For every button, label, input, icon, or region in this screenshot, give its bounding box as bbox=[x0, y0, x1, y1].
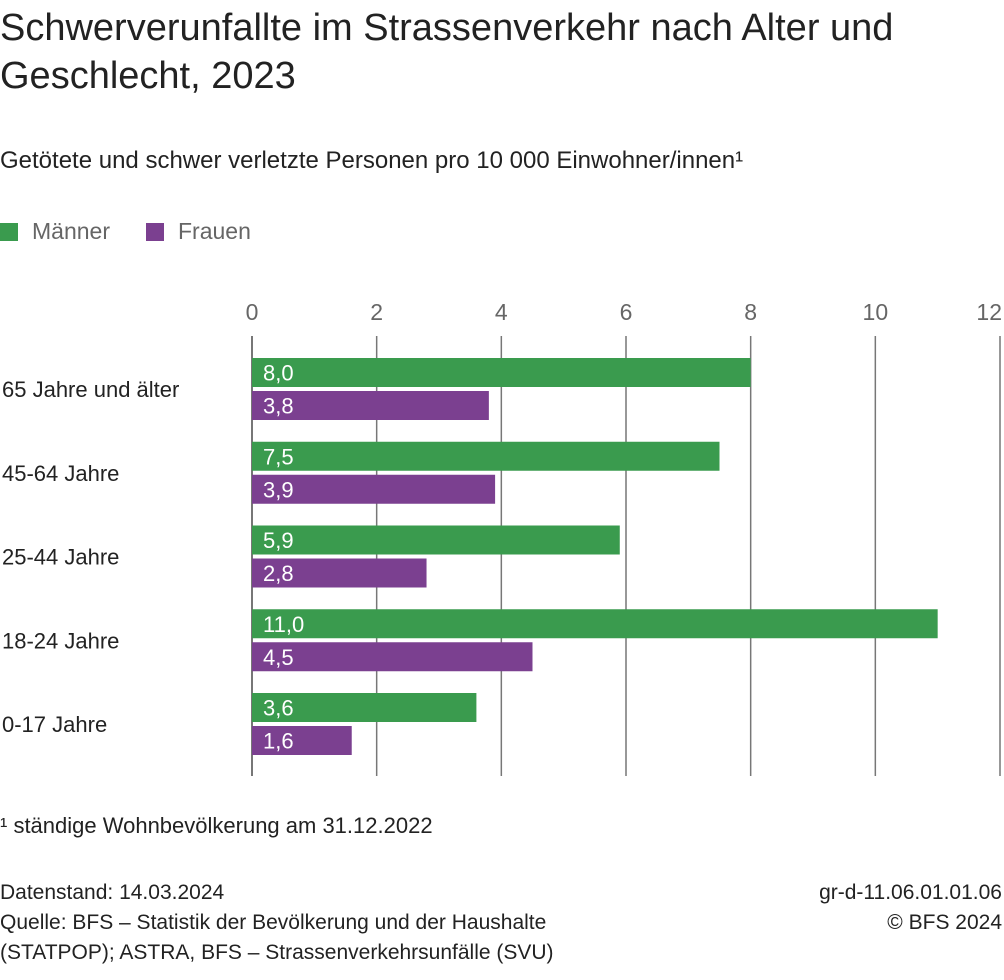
data-label: 4,5 bbox=[263, 645, 294, 670]
data-label: 2,8 bbox=[263, 561, 294, 586]
chart-title: Schwerverunfallte im Strassenverkehr nac… bbox=[0, 7, 894, 97]
bar-men bbox=[252, 609, 938, 639]
x-tick-label: 2 bbox=[370, 299, 383, 325]
data-label: 7,5 bbox=[263, 444, 294, 469]
legend-label-women: Frauen bbox=[177, 218, 251, 244]
bar-men bbox=[252, 358, 751, 387]
bar-chart: 0 2 4 6 8 10 12 65 Jahre und älter 8,0 3,8 45-64 J… bbox=[2, 299, 1002, 776]
x-tick-label: 6 bbox=[620, 299, 633, 325]
footnote: ¹ ständige Wohnbevölkerung am 31.12.2022 bbox=[0, 813, 433, 838]
source-line-2: (STATPOP); ASTRA, BFS – Strassenverkehrs… bbox=[0, 941, 554, 964]
data-label: 1,6 bbox=[263, 729, 294, 754]
legend-item-men: Männer bbox=[0, 218, 110, 245]
x-tick-label: 4 bbox=[495, 299, 508, 325]
bar-women bbox=[252, 391, 489, 420]
chart-id-info: gr-d-11.06.01.01.06 © BFS 2024 bbox=[819, 878, 1002, 938]
category-label: 18-24 Jahre bbox=[2, 628, 119, 653]
category-label: 45-64 Jahre bbox=[2, 461, 119, 486]
x-tick-label: 10 bbox=[863, 299, 889, 325]
copyright: © BFS 2024 bbox=[887, 911, 1002, 934]
data-date: Datenstand: 14.03.2024 bbox=[0, 881, 225, 904]
x-tick-label: 8 bbox=[744, 299, 757, 325]
legend-label-men: Männer bbox=[32, 218, 110, 244]
data-label: 11,0 bbox=[263, 612, 304, 637]
legend-swatch-women bbox=[145, 222, 164, 241]
legend-swatch-men bbox=[0, 222, 18, 241]
bar-women bbox=[252, 642, 533, 672]
category-label: 65 Jahre und älter bbox=[2, 377, 179, 402]
source-line-1: Quelle: BFS – Statistik der Bevölkerung … bbox=[0, 911, 547, 934]
category-label: 25-44 Jahre bbox=[2, 545, 119, 570]
bar-men bbox=[252, 441, 720, 471]
bar-women bbox=[252, 558, 427, 588]
data-label: 3,8 bbox=[263, 394, 294, 419]
data-label: 8,0 bbox=[263, 361, 294, 386]
x-tick-label: 12 bbox=[976, 299, 1002, 325]
chart-subtitle: Getötete und schwer verletzte Personen p… bbox=[0, 147, 744, 174]
data-label: 3,6 bbox=[263, 696, 294, 721]
data-label: 3,9 bbox=[263, 477, 294, 502]
chart-code: gr-d-11.06.01.01.06 bbox=[819, 881, 1002, 904]
data-label: 5,9 bbox=[263, 528, 294, 553]
bar-women bbox=[252, 726, 352, 755]
bar-men bbox=[252, 693, 477, 722]
legend: Männer Frauen bbox=[0, 218, 287, 245]
source-info: Datenstand: 14.03.2024 Quelle: BFS – Sta… bbox=[0, 878, 554, 968]
bar-men bbox=[252, 525, 620, 555]
category-label: 0-17 Jahre bbox=[2, 712, 107, 737]
legend-item-women: Frauen bbox=[145, 218, 251, 245]
bar-women bbox=[252, 474, 496, 504]
x-tick-label: 0 bbox=[246, 299, 259, 325]
